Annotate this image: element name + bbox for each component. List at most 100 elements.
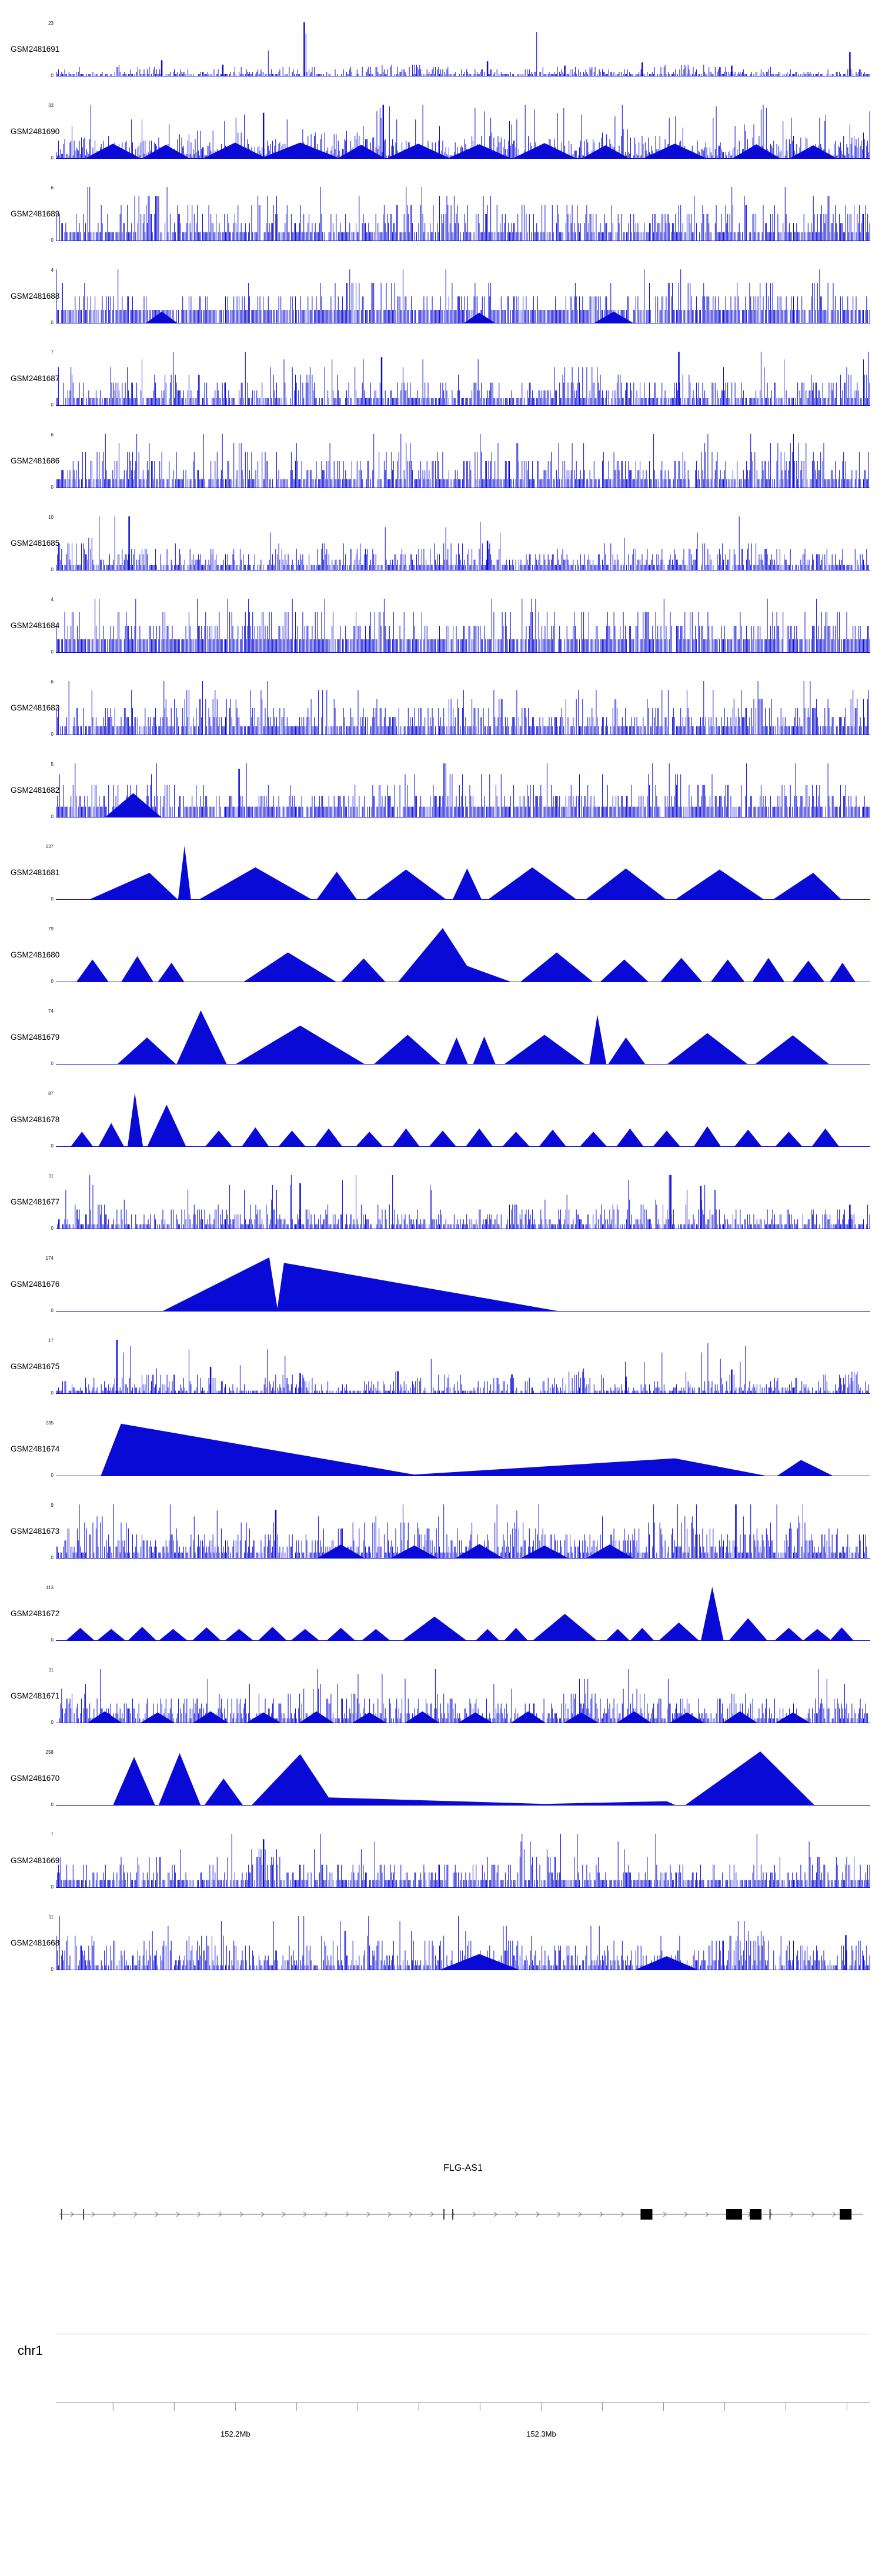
track-plot: 6 0: [51, 185, 870, 243]
strand-arrow-icon: [811, 2211, 815, 2217]
track-row: GSM2481682 5 0: [0, 749, 882, 832]
gene-name-label: FLG-AS1: [443, 2163, 483, 2173]
track-ymin-label: 0: [51, 1226, 54, 1231]
track-ymax-label: 87: [48, 1091, 54, 1096]
track-ymin-label: 0: [51, 1637, 54, 1643]
strand-arrow-icon: [366, 2211, 370, 2217]
track-plot: 6 0: [51, 432, 870, 490]
signal-histogram: [56, 599, 870, 653]
track-ymin-label: 0: [51, 1555, 54, 1560]
track-ymin-label: 0: [51, 814, 54, 819]
track-label: GSM2481685: [11, 539, 60, 548]
track-ymin-label: 0: [51, 1802, 54, 1807]
track-ymax-label: 79: [48, 926, 54, 932]
signal-histogram: [56, 105, 870, 159]
track-ymax-label: 6: [51, 679, 54, 685]
track-plot: 17 0: [48, 1338, 870, 1396]
track-ymin-label: 0: [51, 1390, 54, 1396]
strand-arrow-icon: [155, 2211, 159, 2217]
track-ymin-label: 0: [51, 238, 54, 243]
track-plot: 33 0: [48, 103, 870, 161]
signal-histogram: [56, 1669, 870, 1723]
genome-axis: 152.2Mb 152.3Mb: [56, 2402, 870, 2438]
track-plot: 7 0: [51, 1832, 870, 1890]
track-ymin-label: 0: [51, 979, 54, 984]
track-row: GSM2481683 6 0: [0, 667, 882, 749]
track-plot: 137 0: [46, 844, 870, 902]
track-plot: 11 0: [49, 1667, 870, 1725]
track-row: GSM2481669 7 0: [0, 1820, 882, 1902]
gene-boundary-mark: [443, 2209, 445, 2220]
track-row: GSM2481672 113 0: [0, 1573, 882, 1655]
track-ymin-label: 0: [51, 1061, 54, 1066]
strand-arrow-icon: [218, 2211, 222, 2217]
track-label: GSM2481679: [11, 1033, 60, 1042]
track-ymax-label: 17: [48, 1338, 54, 1343]
track-plot: 23 0: [48, 21, 870, 78]
track-label: GSM2481677: [11, 1197, 60, 1206]
track-ymax-label: 137: [45, 844, 54, 849]
signal-histogram: [56, 269, 870, 323]
track-ymax-label: 6: [51, 432, 54, 438]
track-plot: 4 0: [51, 597, 870, 655]
track-ymin-label: 0: [51, 1473, 54, 1478]
track-plot: 4 0: [51, 268, 870, 325]
track-ymin-label: 0: [51, 485, 54, 490]
track-row: GSM2481691 23 0: [0, 8, 882, 91]
track-ymin-label: 0: [51, 732, 54, 737]
track-plot: 113 0: [46, 1585, 870, 1643]
signal-histogram: [56, 1504, 870, 1559]
gene-model-track: [59, 2209, 863, 2220]
strand-arrow-icon: [599, 2211, 603, 2217]
signal-histogram: [56, 1916, 870, 1970]
strand-arrow-icon: [324, 2211, 328, 2217]
track-plot: 79 0: [48, 926, 870, 984]
track-row: GSM2481668 11 0: [0, 1902, 882, 1984]
strand-arrow-icon: [557, 2211, 561, 2217]
track-ymin-label: 0: [51, 320, 54, 325]
exon-box: [640, 2209, 653, 2220]
track-row: GSM2481677 11 0: [0, 1161, 882, 1243]
signal-histogram: [56, 516, 870, 570]
track-ymin-label: 0: [51, 896, 54, 902]
track-plot: 235 0: [46, 1420, 870, 1478]
signal-histogram: [56, 1834, 870, 1888]
track-ymin-label: 0: [51, 567, 54, 572]
strand-arrow-icon: [684, 2211, 688, 2217]
track-plot: 10 0: [48, 515, 870, 572]
track-label: GSM2481674: [11, 1444, 60, 1453]
signal-histogram: [56, 22, 870, 76]
track-label: GSM2481671: [11, 1691, 60, 1700]
strand-arrow-icon: [176, 2211, 180, 2217]
track-label: GSM2481683: [11, 703, 60, 712]
signal-histogram: [56, 434, 870, 488]
track-label: GSM2481672: [11, 1609, 60, 1618]
strand-arrow-icon: [493, 2211, 497, 2217]
track-label: GSM2481676: [11, 1280, 60, 1289]
strand-arrow-icon: [260, 2211, 265, 2217]
track-ymax-label: 7: [51, 1832, 54, 1837]
track-row: GSM2481686 6 0: [0, 420, 882, 502]
signal-histogram: [56, 1010, 870, 1065]
signal-histogram: [56, 187, 870, 241]
track-ymin-label: 0: [51, 155, 54, 161]
track-plot: 11 0: [49, 1173, 870, 1231]
track-ymax-label: 23: [48, 21, 54, 26]
signal-histogram: [56, 1423, 870, 1476]
track-row: GSM2481685 10 0: [0, 502, 882, 585]
signal-histogram: [56, 928, 870, 982]
track-ymax-label: 258: [45, 1750, 54, 1755]
strand-arrow-icon: [472, 2211, 476, 2217]
strand-arrow-icon: [409, 2211, 413, 2217]
track-label: GSM2481668: [11, 1938, 60, 1947]
track-ymax-label: 11: [48, 1667, 54, 1673]
track-row: GSM2481670 258 0: [0, 1737, 882, 1820]
track-ymin-label: 0: [51, 649, 54, 655]
signal-histogram: [56, 1175, 870, 1229]
track-label: GSM2481669: [11, 1856, 60, 1865]
signal-histogram: [56, 763, 870, 817]
track-row: GSM2481678 87 0: [0, 1079, 882, 1161]
track-ymax-label: 7: [51, 350, 54, 355]
strand-arrow-icon: [387, 2211, 392, 2217]
